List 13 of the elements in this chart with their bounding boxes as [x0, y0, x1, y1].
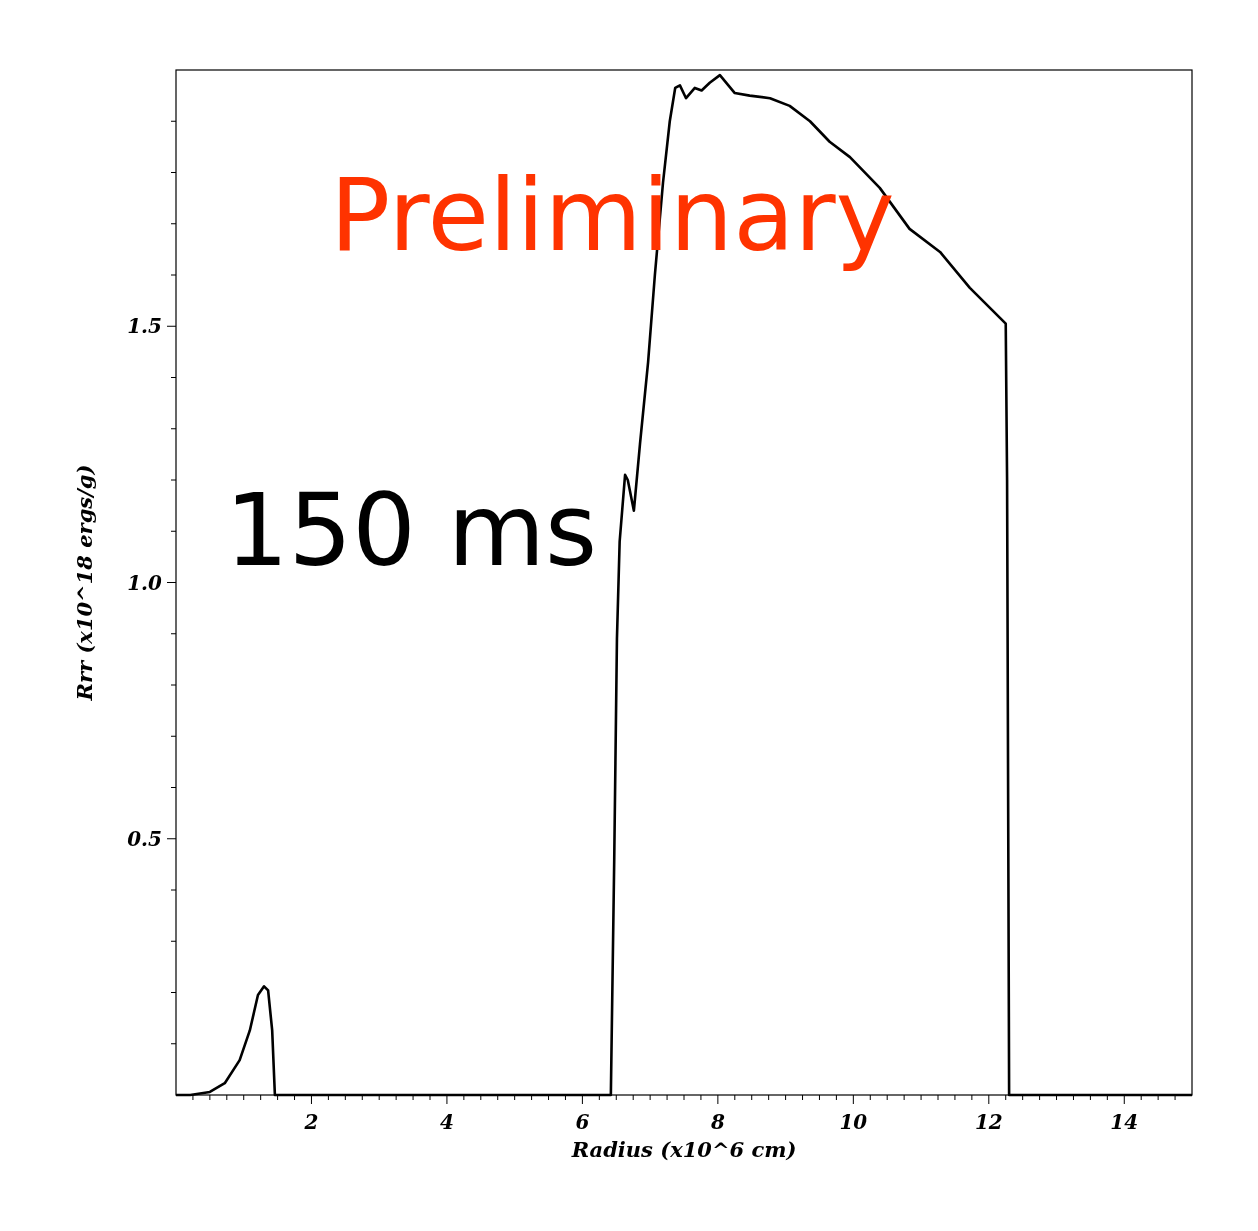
annotation: 150 ms: [225, 472, 598, 589]
y-tick-label: 0.5: [127, 826, 162, 851]
x-tick-label: 12: [974, 1110, 1003, 1134]
x-tick-label: 2: [303, 1110, 319, 1134]
y-tick-label: 1.5: [127, 314, 162, 339]
x-tick-label: 8: [709, 1110, 725, 1134]
x-tick-label: 4: [439, 1110, 454, 1134]
y-tick-label: 1.0: [127, 570, 163, 595]
x-tick-label: 6: [575, 1110, 590, 1134]
x-axis-title: Radius (x10^6 cm): [570, 1137, 797, 1162]
x-tick-label: 14: [1110, 1110, 1139, 1134]
x-tick-label: 10: [839, 1110, 868, 1134]
y-axis-title: Rrr (x10^18 ergs/g): [72, 464, 97, 702]
